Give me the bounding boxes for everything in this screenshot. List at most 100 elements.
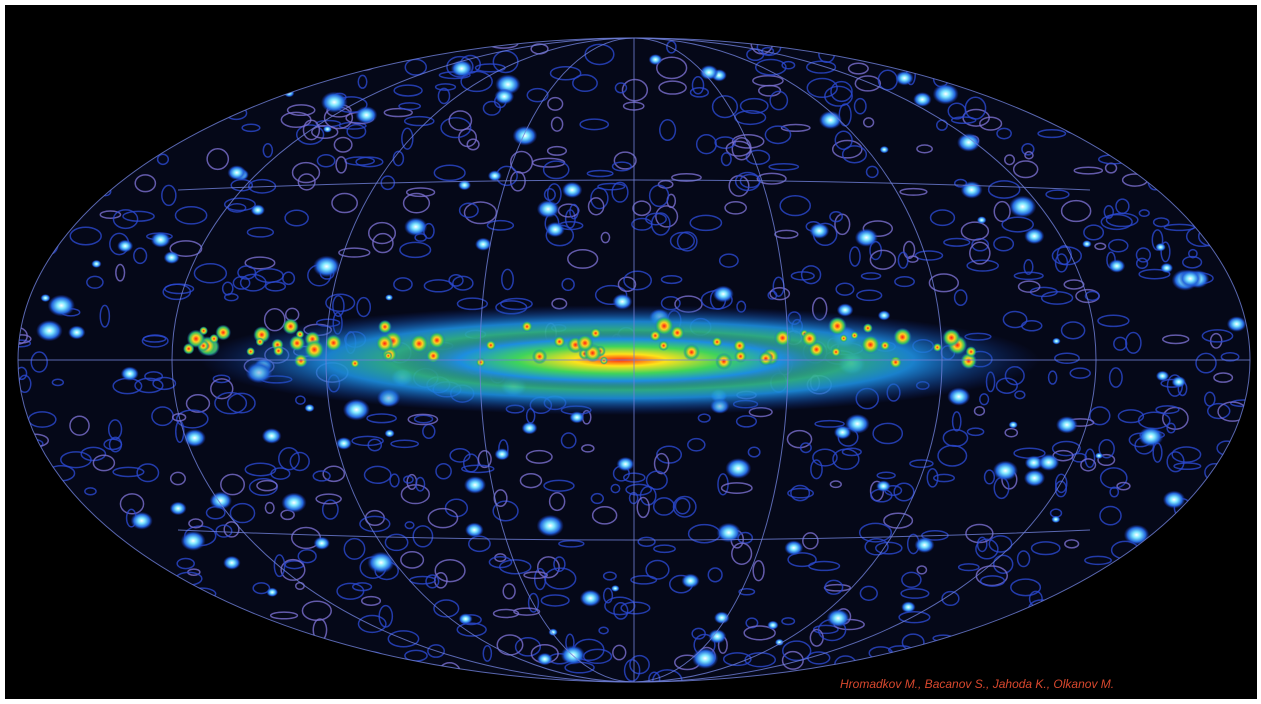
emission-blob bbox=[786, 429, 813, 449]
emission-blob bbox=[992, 554, 1014, 574]
emission-blob bbox=[648, 671, 661, 682]
emission-blob bbox=[841, 145, 868, 164]
emission-blob bbox=[824, 85, 853, 107]
emission-blob bbox=[244, 256, 276, 270]
hot-source bbox=[425, 348, 441, 364]
emission-blob bbox=[841, 447, 862, 457]
emission-blob bbox=[802, 532, 819, 550]
emission-blob bbox=[648, 184, 670, 208]
hot-source bbox=[669, 325, 685, 341]
emission-blob bbox=[1013, 271, 1044, 281]
emission-blob bbox=[632, 200, 652, 217]
emission-blob bbox=[215, 524, 233, 538]
emission-blob bbox=[1021, 320, 1043, 332]
emission-blob bbox=[979, 116, 1003, 131]
emission-blob bbox=[523, 571, 548, 580]
emission-blob bbox=[883, 512, 914, 529]
emission-blob bbox=[893, 482, 915, 502]
hot-source bbox=[255, 337, 265, 347]
emission-blob bbox=[1097, 314, 1130, 328]
bright-source bbox=[150, 231, 171, 248]
emission-blob bbox=[550, 116, 564, 132]
emission-blob bbox=[427, 644, 445, 658]
emission-blob bbox=[621, 78, 649, 102]
emission-blob bbox=[590, 492, 604, 505]
emission-blob bbox=[1021, 142, 1035, 156]
emission-blob bbox=[1117, 409, 1145, 424]
emission-blob bbox=[412, 525, 434, 548]
emission-blob bbox=[613, 602, 629, 620]
hot-source bbox=[773, 329, 792, 347]
bright-source bbox=[767, 620, 779, 630]
emission-blob bbox=[405, 187, 436, 198]
bright-source bbox=[47, 294, 75, 317]
emission-blob bbox=[456, 622, 487, 637]
emission-blob bbox=[774, 229, 799, 239]
emission-blob bbox=[133, 247, 148, 265]
emission-blob bbox=[1107, 238, 1129, 253]
emission-blob bbox=[18, 334, 32, 344]
emission-blob bbox=[953, 289, 968, 306]
emission-blob bbox=[1103, 204, 1115, 219]
emission-blob bbox=[162, 283, 192, 301]
emission-blob bbox=[404, 58, 427, 76]
hot-source bbox=[942, 328, 961, 347]
emission-blob bbox=[346, 123, 367, 139]
emission-blob bbox=[598, 626, 609, 635]
emission-blob bbox=[711, 95, 739, 119]
emission-blob bbox=[1030, 541, 1061, 556]
emission-blob bbox=[631, 217, 653, 231]
emission-blob bbox=[812, 448, 838, 467]
emission-blob bbox=[486, 219, 515, 231]
emission-blob bbox=[829, 480, 842, 489]
emission-blob bbox=[645, 559, 670, 580]
emission-blob bbox=[731, 542, 753, 566]
emission-blob bbox=[1100, 213, 1133, 231]
emission-blob bbox=[444, 498, 469, 518]
emission-blob bbox=[312, 470, 331, 482]
hot-source bbox=[186, 329, 206, 348]
emission-blob bbox=[322, 465, 346, 483]
bright-source bbox=[616, 456, 635, 472]
emission-blob bbox=[1135, 257, 1149, 270]
emission-blob bbox=[122, 210, 155, 222]
emission-blob bbox=[501, 268, 514, 291]
emission-blob bbox=[291, 161, 321, 184]
bright-source bbox=[91, 259, 102, 268]
emission-blob bbox=[525, 449, 553, 464]
emission-blob bbox=[810, 459, 823, 480]
emission-blob bbox=[1125, 331, 1142, 354]
emission-blob bbox=[295, 124, 325, 145]
bright-source bbox=[68, 325, 86, 340]
emission-blob bbox=[256, 479, 278, 492]
emission-blob bbox=[448, 273, 464, 287]
emission-blob bbox=[425, 574, 440, 589]
hot-source bbox=[304, 339, 325, 360]
emission-blob bbox=[1201, 329, 1234, 343]
bright-source bbox=[1123, 524, 1150, 546]
emission-blob bbox=[612, 644, 627, 661]
emission-blob bbox=[660, 274, 683, 285]
hot-source bbox=[273, 345, 284, 357]
hot-source bbox=[576, 334, 594, 352]
emission-blob bbox=[176, 557, 195, 570]
emission-blob bbox=[237, 265, 257, 280]
emission-blob bbox=[671, 173, 702, 182]
emission-blob bbox=[1004, 427, 1019, 438]
emission-blob bbox=[92, 454, 116, 472]
emission-blob bbox=[862, 117, 875, 128]
emission-blob bbox=[434, 83, 457, 91]
emission-blob bbox=[401, 127, 414, 150]
emission-blob bbox=[363, 465, 392, 485]
emission-blob bbox=[752, 74, 784, 87]
emission-blob bbox=[966, 259, 999, 272]
emission-blob bbox=[611, 181, 629, 203]
bright-source bbox=[713, 611, 730, 625]
emission-blob bbox=[549, 65, 582, 81]
emission-blob bbox=[666, 40, 677, 54]
hot-source bbox=[476, 357, 486, 367]
emission-blob bbox=[1069, 367, 1091, 379]
emission-blob bbox=[653, 452, 670, 475]
emission-blob bbox=[244, 462, 277, 477]
emission-blob bbox=[461, 464, 495, 474]
